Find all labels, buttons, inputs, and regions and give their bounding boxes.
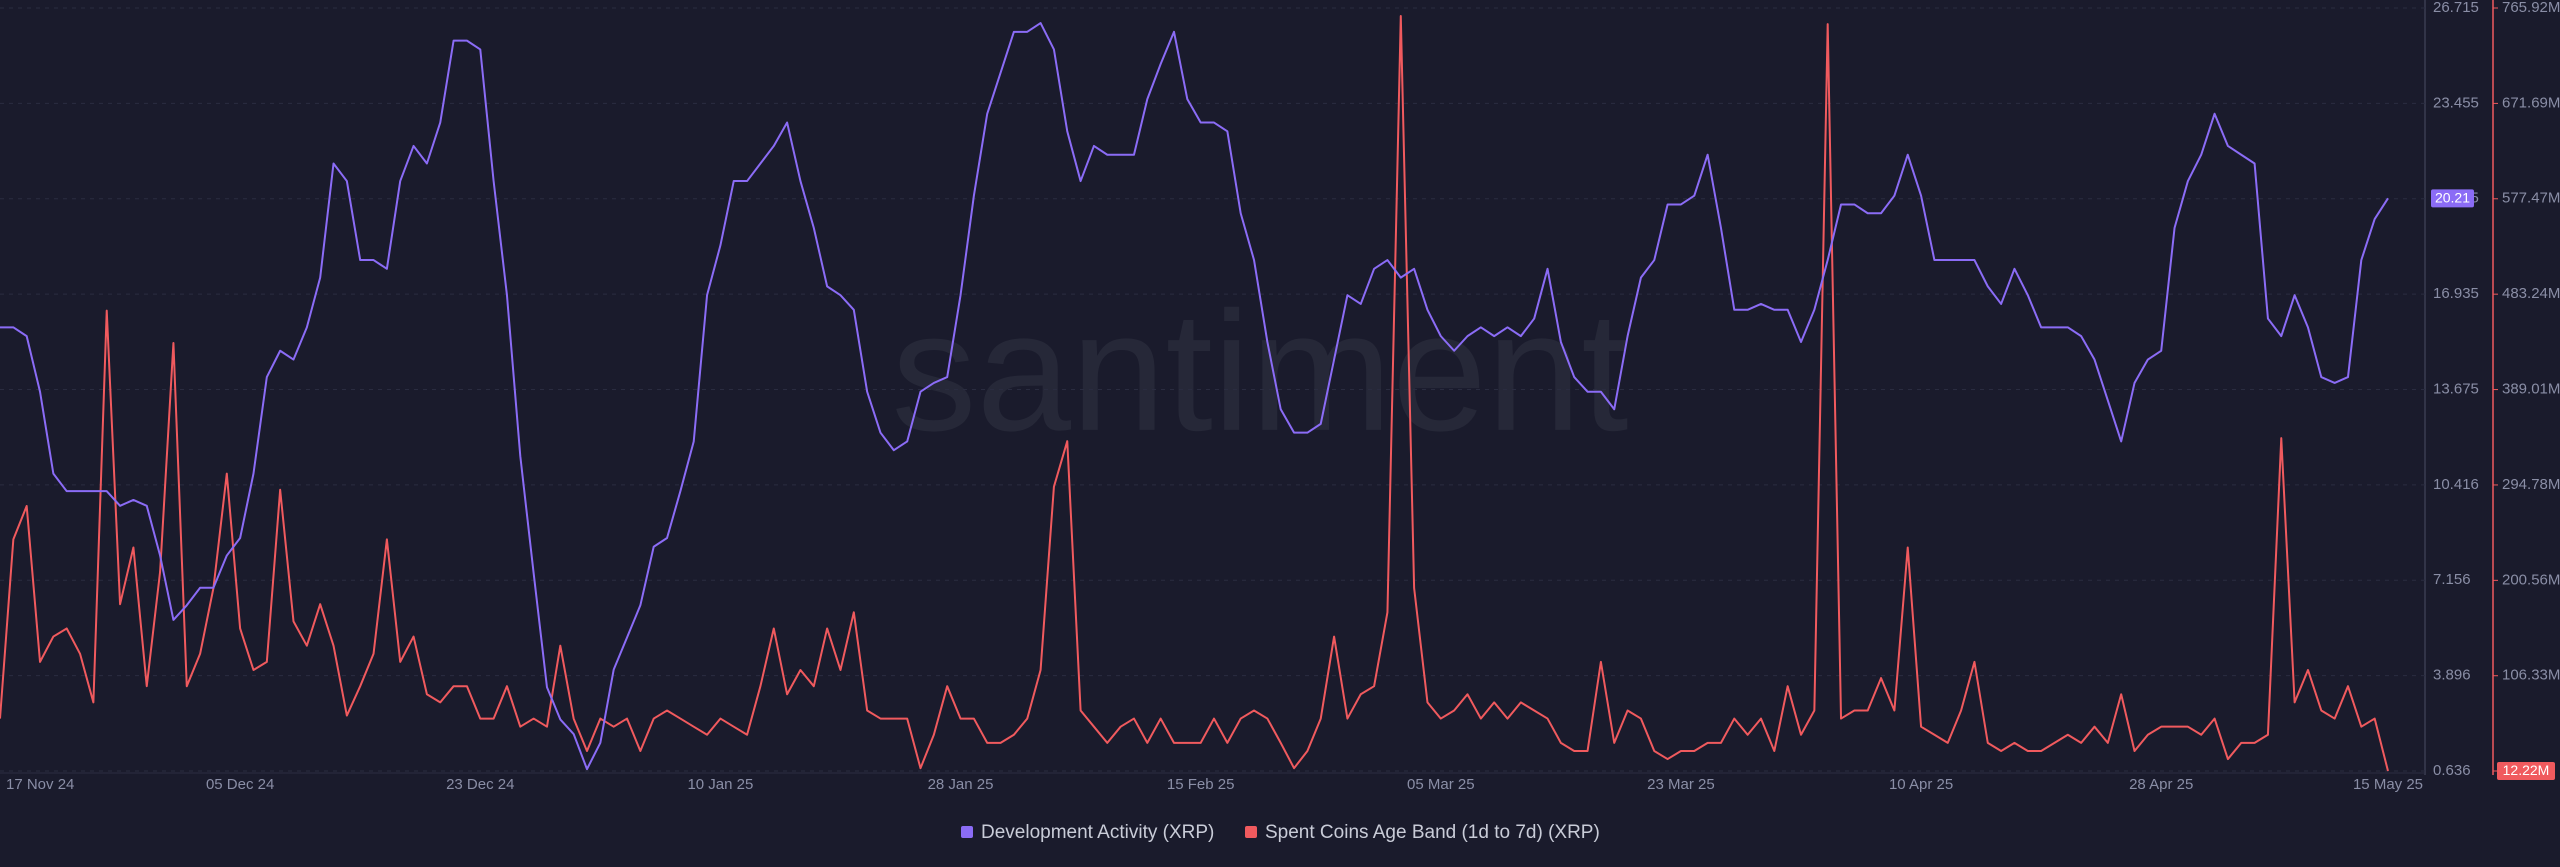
legend-label: Spent Coins Age Band (1d to 7d) (XRP) <box>1265 822 1600 843</box>
y-tick-label: 13.675 <box>2433 380 2479 397</box>
y2-tick-label: 294.78M <box>2502 476 2560 493</box>
y2-tick-label: 577.47M <box>2502 190 2560 207</box>
legend-swatch <box>961 826 973 838</box>
legend-swatch <box>1245 826 1257 838</box>
y2-tick-label: 106.33M <box>2502 667 2560 684</box>
y-tick-label: 0.636 <box>2433 762 2471 779</box>
y2-tick-label: 483.24M <box>2502 285 2560 302</box>
x-tick-label: 10 Apr 25 <box>1889 776 1953 793</box>
x-tick-label: 28 Jan 25 <box>928 776 994 793</box>
last-value-label: 12.22M <box>2503 762 2550 778</box>
last-value-label: 20.21 <box>2435 190 2470 206</box>
y-tick-label: 16.935 <box>2433 285 2479 302</box>
y2-tick-label: 200.56M <box>2502 571 2560 588</box>
x-tick-label: 15 Feb 25 <box>1167 776 1235 793</box>
x-tick-label: 10 Jan 25 <box>687 776 753 793</box>
x-tick-label: 05 Mar 25 <box>1407 776 1475 793</box>
y-tick-label: 3.896 <box>2433 667 2471 684</box>
y-tick-label: 7.156 <box>2433 571 2471 588</box>
y2-tick-label: 671.69M <box>2502 94 2560 111</box>
series-line <box>0 22 2389 771</box>
y-tick-label: 10.416 <box>2433 476 2479 493</box>
x-tick-label: 28 Apr 25 <box>2129 776 2193 793</box>
x-tick-label: 15 May 25 <box>2353 776 2423 793</box>
last-value-badge <box>2497 762 2555 780</box>
y-tick-label: 23.455 <box>2433 94 2479 111</box>
y-tick-label: 26.715 <box>2433 0 2479 16</box>
x-tick-label: 23 Mar 25 <box>1647 776 1715 793</box>
y2-tick-label: 389.01M <box>2502 381 2560 398</box>
x-tick-label: 17 Nov 24 <box>6 776 74 793</box>
y2-tick-label: 765.92M <box>2502 0 2560 16</box>
last-value-badge <box>2431 189 2474 208</box>
watermark: santiment <box>891 277 1628 467</box>
legend: Development Activity (XRP) Spent Coins A… <box>961 822 1600 843</box>
legend-label: Development Activity (XRP) <box>981 822 1214 843</box>
x-tick-label: 23 Dec 24 <box>446 776 514 793</box>
x-tick-label: 05 Dec 24 <box>206 776 274 793</box>
series-line <box>0 15 2389 772</box>
